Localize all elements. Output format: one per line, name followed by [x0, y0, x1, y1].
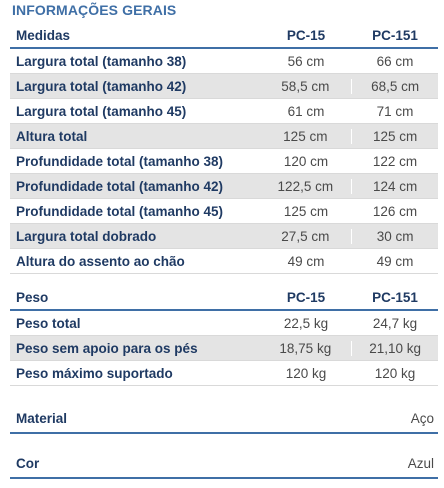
- table-row: Altura do assento ao chão 49 cm 49 cm: [10, 249, 438, 274]
- material-section: Material Aço: [10, 405, 438, 434]
- row-value-pc15: 56 cm: [287, 53, 325, 69]
- table-row: Profundidade total (tamanho 42) 122,5 cm…: [10, 174, 438, 199]
- color-label: Cor: [16, 456, 40, 471]
- measures-header-pc15: PC-15: [286, 28, 326, 43]
- row-value-pc15: 61 cm: [287, 103, 325, 119]
- table-row: Largura total (tamanho 45) 61 cm 71 cm: [10, 99, 438, 124]
- row-label: Peso total: [16, 315, 81, 331]
- row-label: Altura total: [16, 128, 88, 144]
- table-row: Largura total (tamanho 42) 58,5 cm 68,5 …: [10, 74, 438, 99]
- weight-table: Peso PC-15 PC-151 Peso total 22,5 kg 24,…: [10, 286, 438, 386]
- table-row: Peso total 22,5 kg 24,7 kg: [10, 311, 438, 336]
- table-row: Peso máximo suportado 120 kg 120 kg: [10, 361, 438, 386]
- row-value-pc151: 49 cm: [376, 253, 414, 269]
- row-value-pc15: 125 cm: [259, 128, 353, 144]
- row-value-pc15: 27,5 cm: [259, 228, 353, 244]
- color-row: Cor Azul: [10, 450, 438, 479]
- row-value-pc151: 21,10 kg: [369, 340, 421, 356]
- row-value-pc151: 71 cm: [376, 103, 414, 119]
- table-row: Profundidade total (tamanho 45) 125 cm 1…: [10, 199, 438, 224]
- row-value-pc151: 124 cm: [372, 178, 418, 194]
- table-row: Profundidade total (tamanho 38) 120 cm 1…: [10, 149, 438, 174]
- row-value-pc151: 68,5 cm: [371, 78, 420, 94]
- weight-header-pc151: PC-151: [372, 290, 418, 305]
- row-value-pc15: 120 cm: [283, 153, 329, 169]
- weight-header-pc15: PC-15: [286, 290, 326, 305]
- row-value-pc15: 125 cm: [283, 203, 329, 219]
- row-value-pc151: 125 cm: [372, 128, 418, 144]
- row-label: Profundidade total (tamanho 38): [16, 153, 224, 169]
- table-row: Largura total dobrado 27,5 cm 30 cm: [10, 224, 438, 249]
- material-label: Material: [16, 411, 68, 426]
- row-value-pc15: 120 kg: [285, 365, 327, 381]
- row-label: Profundidade total (tamanho 45): [16, 203, 224, 219]
- measures-header-label: Medidas: [16, 28, 71, 43]
- row-value-pc151: 30 cm: [376, 228, 414, 244]
- table-row: Altura total 125 cm 125 cm: [10, 124, 438, 149]
- row-label: Largura total (tamanho 38): [16, 53, 187, 69]
- material-value: Aço: [410, 411, 434, 426]
- section-title: INFORMAÇÕES GERAIS: [12, 2, 177, 18]
- row-value-pc151: 120 kg: [374, 365, 416, 381]
- row-value-pc15: 22,5 kg: [283, 315, 329, 331]
- row-label: Largura total (tamanho 45): [16, 103, 187, 119]
- material-row: Material Aço: [10, 405, 438, 434]
- row-label: Peso sem apoio para os pés: [16, 340, 198, 356]
- row-value-pc15: 18,75 kg: [259, 340, 353, 356]
- row-label: Peso máximo suportado: [16, 365, 173, 381]
- row-label: Largura total (tamanho 42): [16, 78, 187, 94]
- row-label: Profundidade total (tamanho 42): [16, 178, 224, 194]
- row-label: Largura total dobrado: [16, 228, 157, 244]
- color-section: Cor Azul: [10, 450, 438, 479]
- row-label: Altura do assento ao chão: [16, 253, 185, 269]
- weight-header-row: Peso PC-15 PC-151: [10, 286, 438, 311]
- row-value-pc151: 66 cm: [376, 53, 414, 69]
- measures-header-row: Medidas PC-15 PC-151: [10, 24, 438, 49]
- row-value-pc151: 126 cm: [372, 203, 418, 219]
- row-value-pc15: 122,5 cm: [259, 178, 353, 194]
- row-value-pc151: 122 cm: [372, 153, 418, 169]
- measures-header-pc151: PC-151: [372, 28, 418, 43]
- table-row: Peso sem apoio para os pés 18,75 kg 21,1…: [10, 336, 438, 361]
- weight-header-label: Peso: [16, 290, 49, 305]
- color-value: Azul: [407, 456, 434, 471]
- row-value-pc15: 49 cm: [287, 253, 325, 269]
- row-value-pc15: 58,5 cm: [259, 78, 353, 94]
- row-value-pc151: 24,7 kg: [372, 315, 418, 331]
- table-row: Largura total (tamanho 38) 56 cm 66 cm: [10, 49, 438, 74]
- measures-table: Medidas PC-15 PC-151 Largura total (tama…: [10, 24, 438, 274]
